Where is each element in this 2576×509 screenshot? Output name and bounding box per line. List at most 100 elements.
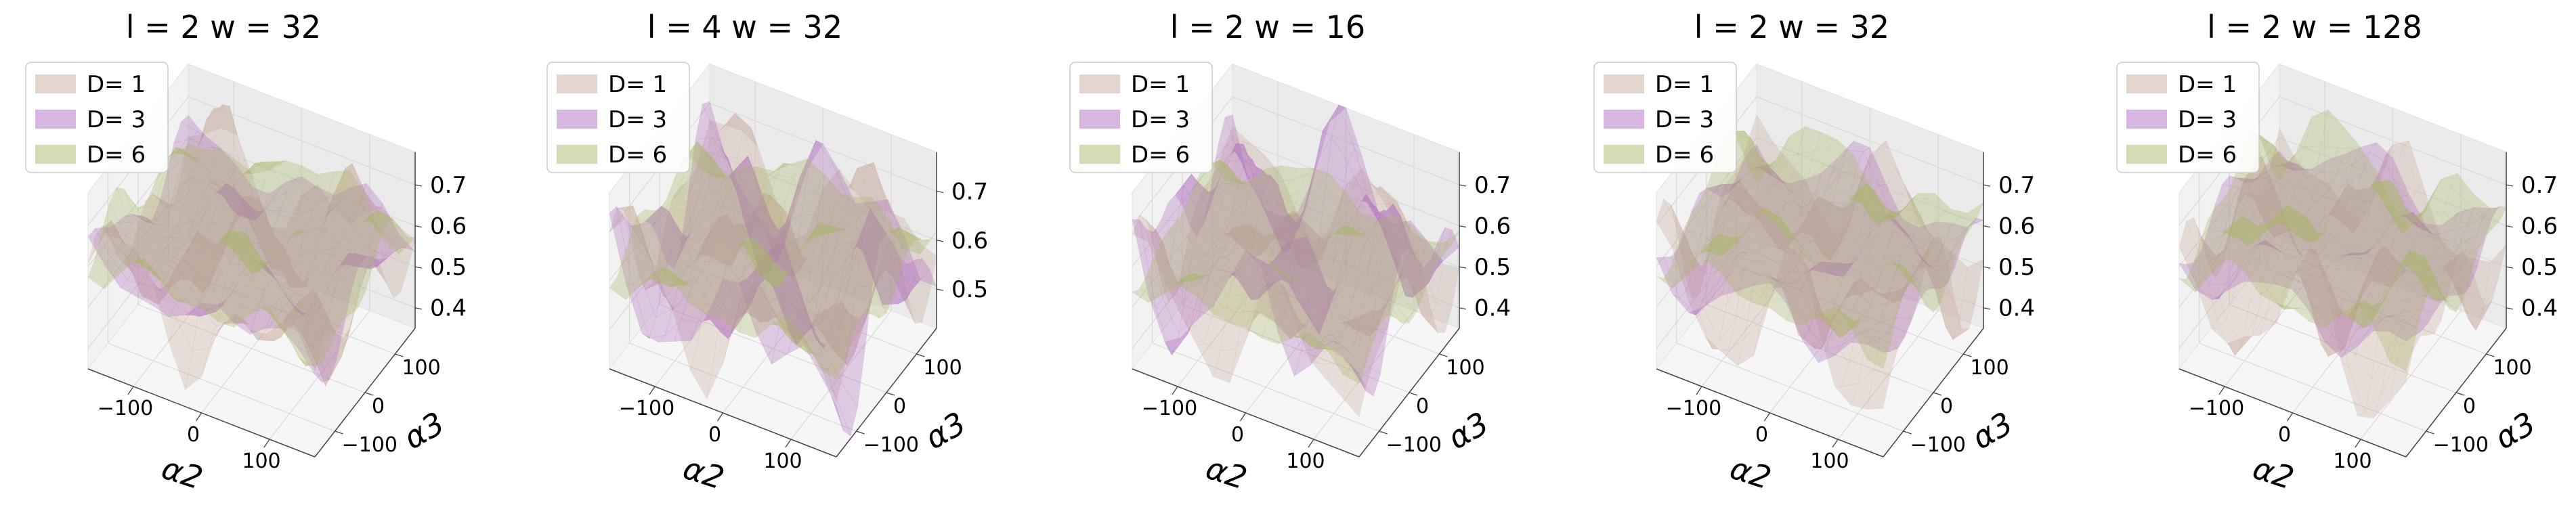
- surface-facet: [817, 175, 842, 217]
- surface-facet: [190, 108, 214, 174]
- surface-facet: [295, 325, 319, 368]
- surface-facet: [139, 215, 164, 238]
- z-tick: [2506, 184, 2514, 187]
- surface-facet: [263, 246, 288, 271]
- surface-facet: [303, 300, 328, 336]
- surface-facet: [339, 253, 364, 267]
- surface-facet: [715, 236, 739, 267]
- surface-facet: [242, 234, 266, 272]
- surface-facet: [156, 228, 180, 263]
- surface-facet: [222, 104, 246, 167]
- surface-facet: [722, 199, 746, 251]
- surface-facet: [344, 213, 369, 231]
- surface-facet: [157, 248, 182, 263]
- series-surface-3: [609, 141, 937, 380]
- surface-facet: [794, 223, 819, 245]
- z-tick-label: 0.5: [1998, 254, 2035, 281]
- subplot-title: l = 2 w = 16: [1170, 9, 1365, 45]
- surface-facet: [273, 296, 297, 315]
- surface-facet: [170, 175, 194, 208]
- legend-entry: D= 3: [2178, 106, 2237, 133]
- surface-facet: [837, 239, 861, 299]
- surface-facet: [109, 187, 133, 237]
- surface-facet: [233, 192, 257, 236]
- surface-facet: [684, 229, 709, 257]
- surface-facet: [851, 242, 876, 286]
- surface-facet: [377, 209, 402, 229]
- surface-facet: [316, 249, 341, 255]
- surface-facet: [735, 178, 759, 234]
- surface-facet: [639, 250, 664, 318]
- surface-facet: [131, 199, 155, 224]
- surface-facet: [645, 206, 669, 225]
- surface-facet: [221, 172, 246, 183]
- surface-facet: [198, 104, 223, 154]
- surface-facet: [751, 284, 775, 323]
- surface-facet: [855, 233, 880, 288]
- surface-facet: [312, 209, 337, 231]
- surface-facet: [288, 210, 314, 240]
- surface-facet: [316, 314, 341, 374]
- surface-facet: [181, 249, 205, 275]
- surface-facet: [713, 148, 737, 193]
- surface-facet: [272, 211, 297, 237]
- surface-facet: [632, 275, 657, 339]
- surface-facet: [206, 253, 231, 312]
- surface-facet: [800, 298, 824, 336]
- surface-facet: [720, 169, 745, 200]
- surface-facet: [830, 250, 855, 334]
- surface-facet: [184, 177, 209, 204]
- surface-facet: [897, 218, 921, 280]
- surface-facet: [754, 221, 779, 262]
- surface-facet: [238, 292, 263, 323]
- surface-facet: [663, 284, 687, 288]
- surface-facet: [681, 293, 706, 343]
- surface-facet: [353, 209, 378, 234]
- surface-facet: [332, 298, 356, 374]
- surface-facet: [623, 216, 647, 277]
- surface-facet: [686, 261, 711, 273]
- surface-facet: [1289, 212, 1314, 269]
- surface-facet: [651, 208, 677, 236]
- x-tick: [1832, 439, 1839, 448]
- subplot-title: l = 2 w = 32: [1694, 9, 1889, 45]
- surface-facet: [257, 305, 281, 329]
- surface-facet: [116, 187, 141, 231]
- surface-facet: [652, 233, 677, 283]
- gridline-z-back-1: [1232, 178, 1460, 267]
- surface-facet: [257, 289, 281, 311]
- surface-facet: [198, 162, 223, 186]
- surface-facet: [639, 223, 664, 296]
- surface-facet: [787, 329, 811, 342]
- surface-facet: [648, 308, 673, 339]
- surface-facet: [255, 190, 279, 221]
- surface-facet: [118, 236, 143, 266]
- surface-facet: [120, 259, 144, 273]
- surface-facet: [157, 271, 182, 288]
- surface-facet: [771, 307, 796, 340]
- surface-facet: [842, 167, 867, 229]
- subplot-3: −100 0 100 −100 0 100 0.4 0.5 0.6 0.7 α2 α3 l = 2 w …: [1069, 9, 1511, 497]
- surface-facet: [361, 198, 385, 263]
- surface-facet: [746, 200, 770, 243]
- surface-facet: [159, 159, 184, 203]
- surface-facet: [287, 183, 312, 223]
- surface-facet: [257, 337, 281, 342]
- surface-facet: [733, 206, 757, 233]
- surface-facet: [303, 315, 328, 339]
- surface-facet: [208, 179, 232, 190]
- surface-facet: [179, 189, 204, 230]
- surface-facet: [343, 184, 367, 225]
- subplot-title: l = 2 w = 32: [126, 9, 321, 45]
- z-tick: [2506, 225, 2514, 228]
- surface-facet: [168, 176, 193, 214]
- surface-facet: [769, 200, 793, 263]
- surface-facet: [665, 267, 689, 284]
- surface-facet: [263, 166, 288, 212]
- surface-facet: [240, 317, 265, 340]
- surface-facet: [303, 215, 328, 263]
- surface-facet: [728, 238, 752, 265]
- surface-facet: [769, 242, 793, 278]
- surface-facet: [251, 256, 276, 275]
- surface-facet: [202, 182, 227, 211]
